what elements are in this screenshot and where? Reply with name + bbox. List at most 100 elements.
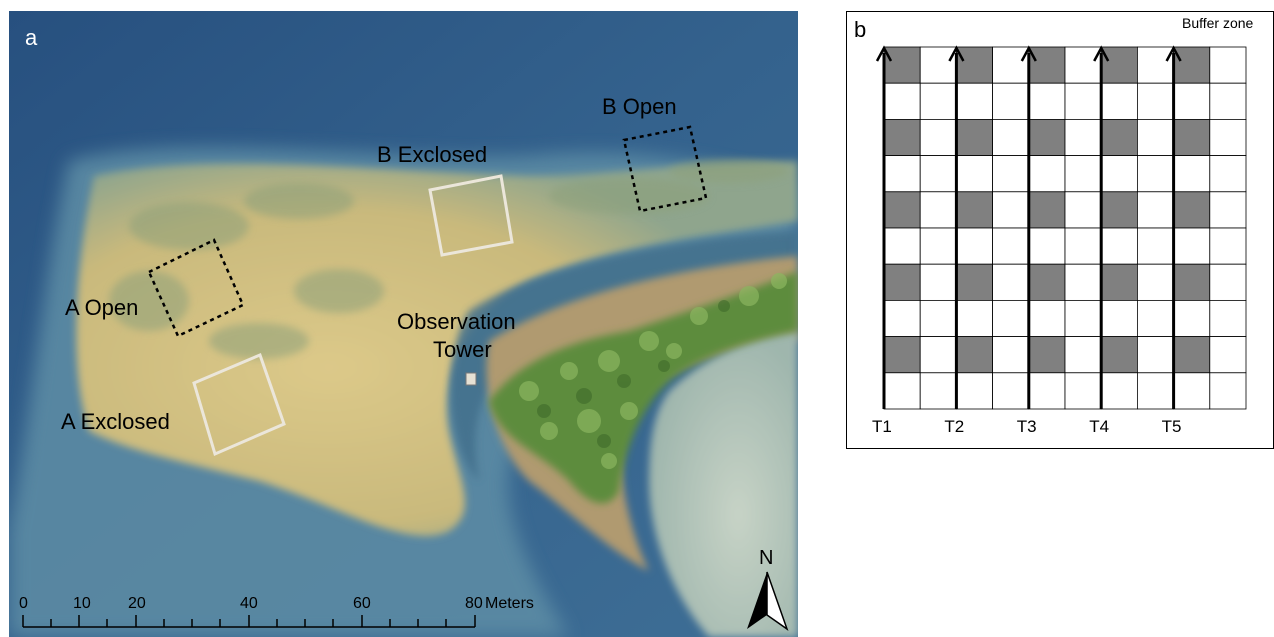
transect-label: T1 bbox=[872, 417, 892, 436]
grid-cell bbox=[992, 299, 1030, 337]
sampled-cell bbox=[883, 119, 921, 157]
label-b-exclosed: B Exclosed bbox=[377, 142, 487, 167]
transect-label: T4 bbox=[1089, 417, 1109, 436]
grid-cell bbox=[1136, 119, 1174, 157]
transect-arrowhead-icon bbox=[1020, 45, 1037, 62]
sampling-grid bbox=[883, 46, 1247, 410]
transect-label: T3 bbox=[1017, 417, 1037, 436]
sampled-cell bbox=[956, 336, 994, 374]
lagoon bbox=[649, 331, 798, 637]
sampled-cell bbox=[956, 119, 994, 157]
grid-cell bbox=[1064, 191, 1102, 229]
grid-cell bbox=[1136, 336, 1174, 374]
grid-cell bbox=[919, 227, 957, 265]
sampled-cell bbox=[1173, 191, 1211, 229]
grid-cell bbox=[1028, 155, 1066, 193]
scale-tick-label: 0 bbox=[19, 595, 28, 612]
grid-cell bbox=[956, 299, 994, 337]
sampled-cell bbox=[1100, 46, 1138, 84]
grid-cell bbox=[883, 82, 921, 120]
grid-cell bbox=[992, 263, 1030, 301]
buffer-zone-label: Buffer zone bbox=[1182, 15, 1254, 31]
sampled-cell bbox=[1100, 263, 1138, 301]
label-a-open: A Open bbox=[65, 295, 138, 320]
grid-cell bbox=[1028, 372, 1066, 410]
grid-cell bbox=[1136, 263, 1174, 301]
grid-cell bbox=[992, 155, 1030, 193]
grid-cell bbox=[883, 155, 921, 193]
label-a-exclosed: A Exclosed bbox=[61, 409, 170, 434]
grid-cell bbox=[1136, 82, 1174, 120]
grid-cell bbox=[1064, 155, 1102, 193]
grid-cell bbox=[1209, 336, 1247, 374]
transect-arrowhead-icon bbox=[1093, 45, 1110, 62]
grid-cell bbox=[919, 119, 957, 157]
grid-cell bbox=[1028, 82, 1066, 120]
grid-cell bbox=[1064, 299, 1102, 337]
sampled-cell bbox=[956, 191, 994, 229]
grid-cell bbox=[883, 227, 921, 265]
grid-cell bbox=[992, 46, 1030, 84]
mangrove-island bbox=[489, 271, 798, 504]
grid-cell bbox=[883, 372, 921, 410]
grid-cell bbox=[992, 119, 1030, 157]
grid-cell bbox=[919, 336, 957, 374]
sampled-cell bbox=[1028, 46, 1066, 84]
grid-cell bbox=[956, 227, 994, 265]
grid-cell bbox=[1100, 155, 1138, 193]
north-arrow-icon: N bbox=[747, 547, 789, 631]
grid-cell bbox=[1209, 263, 1247, 301]
transect-label: T2 bbox=[944, 417, 964, 436]
scale-tick-label: 40 bbox=[240, 595, 258, 612]
sampled-cell bbox=[956, 263, 994, 301]
grid-cell bbox=[956, 155, 994, 193]
label-tower-line1: Observation bbox=[397, 309, 516, 334]
grid-cell bbox=[1136, 227, 1174, 265]
grid-cell bbox=[1136, 191, 1174, 229]
grid-cell bbox=[1028, 227, 1066, 265]
transect-label: T5 bbox=[1162, 417, 1182, 436]
panel-b-label: b bbox=[854, 17, 866, 42]
label-b-open: B Open bbox=[602, 94, 677, 119]
sampled-cell bbox=[1028, 336, 1066, 374]
sampled-cell bbox=[1173, 46, 1211, 84]
grid-cell bbox=[1100, 227, 1138, 265]
grid-cell bbox=[1064, 46, 1102, 84]
sampled-cell bbox=[883, 336, 921, 374]
grid-cell bbox=[1209, 299, 1247, 337]
grid-cell bbox=[1209, 119, 1247, 157]
grid-cell bbox=[919, 46, 957, 84]
scale-unit-label: Meters bbox=[485, 595, 534, 612]
grid-cell bbox=[1173, 155, 1211, 193]
scale-bar: 0 10 20 40 60 80 Meters bbox=[19, 595, 534, 628]
grid-cell bbox=[919, 191, 957, 229]
panel-a-label: a bbox=[25, 25, 38, 50]
north-label: N bbox=[759, 547, 773, 569]
grid-cell bbox=[1100, 299, 1138, 337]
grid-cell bbox=[992, 336, 1030, 374]
sampled-cell bbox=[1100, 119, 1138, 157]
open-plot-a bbox=[147, 238, 245, 338]
exclosure-b bbox=[428, 174, 514, 257]
scale-tick-label: 80 bbox=[465, 595, 483, 612]
grid-cell bbox=[1209, 191, 1247, 229]
grid-cell bbox=[883, 299, 921, 337]
grid-cell bbox=[1028, 299, 1066, 337]
scale-bar-line bbox=[22, 615, 476, 628]
grid-cell bbox=[1209, 46, 1247, 84]
sampled-cell bbox=[1100, 191, 1138, 229]
sampled-cell bbox=[1028, 191, 1066, 229]
grid-cell bbox=[1064, 227, 1102, 265]
grid-cell bbox=[1173, 82, 1211, 120]
grid-cell bbox=[992, 372, 1030, 410]
sampled-cell bbox=[1028, 263, 1066, 301]
grid-cell bbox=[1064, 119, 1102, 157]
scale-tick-label: 20 bbox=[128, 595, 146, 612]
grid-cell bbox=[1173, 299, 1211, 337]
grid-cell bbox=[1136, 372, 1174, 410]
sampled-cell bbox=[956, 46, 994, 84]
grid-cell bbox=[1136, 299, 1174, 337]
grid-cell bbox=[1209, 227, 1247, 265]
sampled-cell bbox=[1028, 119, 1066, 157]
exclosure-a bbox=[192, 352, 286, 457]
